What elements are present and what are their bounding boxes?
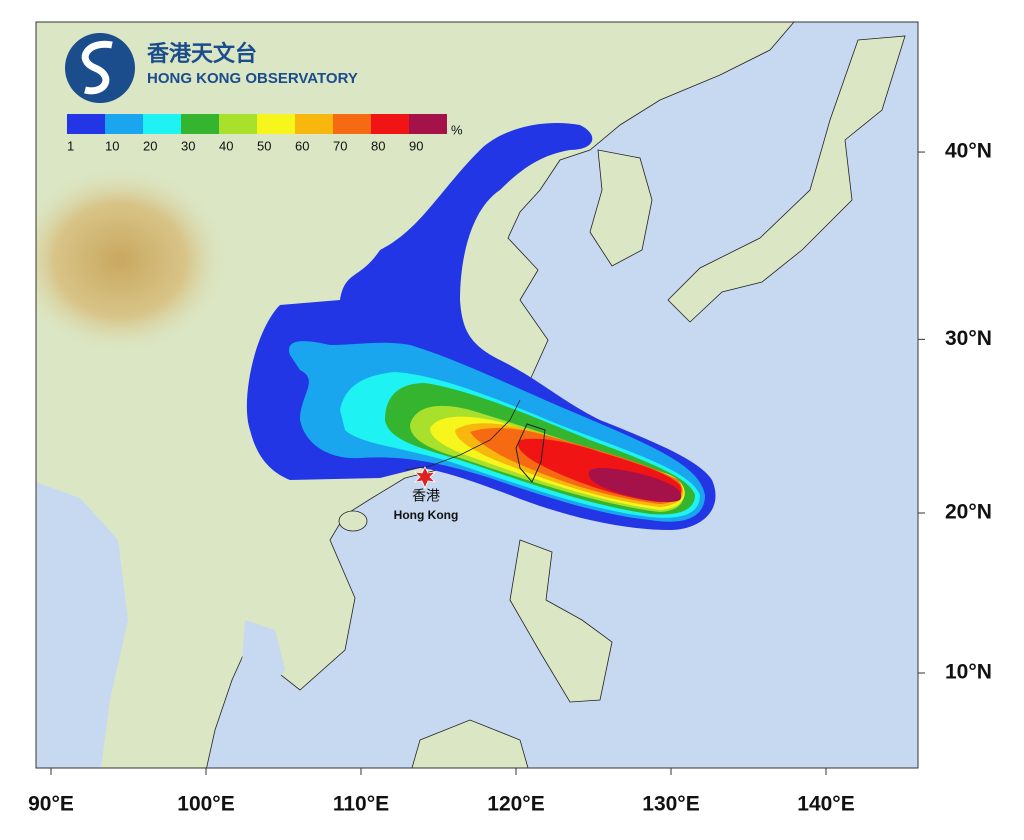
x-tick-label: 140°E: [797, 793, 854, 816]
legend-label: 40: [219, 138, 233, 153]
plateau: [36, 165, 230, 355]
swath-band: [588, 467, 682, 503]
philippines: [509, 539, 613, 703]
x-tick-label: 130°E: [642, 793, 699, 816]
legend-label: 1: [67, 138, 74, 153]
legend-label: 30: [181, 138, 195, 153]
legend-label: 70: [333, 138, 347, 153]
legend-label: 50: [257, 138, 271, 153]
logo: 香港天文台 HONG KONG OBSERVATORY: [65, 33, 358, 103]
x-tick-label: 110°E: [333, 793, 389, 816]
taiwan-outline: [515, 423, 546, 483]
y-tick-label: 30°N: [945, 327, 992, 350]
legend-swatch: [105, 114, 143, 134]
legend-swatch: [219, 114, 257, 134]
legend-label: 90: [409, 138, 423, 153]
legend-label: 60: [295, 138, 309, 153]
legend-swatch: [295, 114, 333, 134]
y-tick-label: 10°N: [945, 661, 992, 684]
y-tick-label: 40°N: [945, 140, 992, 163]
x-tick-label: 120°E: [487, 793, 544, 816]
x-tick-label: 90°E: [28, 793, 74, 816]
map-area: 香港 Hong Kong 香港天文台 HONG KONG OBSERVATORY…: [36, 22, 918, 768]
legend: 1 10 20 30 40 50 60 70 80 90%: [67, 114, 463, 153]
legend-swatch: [409, 114, 447, 134]
bay-of-bengal: [36, 482, 128, 768]
korea: [589, 149, 653, 267]
legend-swatch: [257, 114, 295, 134]
legend-label: 10: [105, 138, 119, 153]
map-frame: [35, 21, 919, 769]
marker-label-en: Hong Kong: [394, 508, 459, 522]
legend-label: 20: [143, 138, 157, 153]
legend-swatch: [181, 114, 219, 134]
logo-title-zh: 香港天文台: [147, 41, 257, 66]
x-tick-label: 100°E: [177, 793, 234, 816]
legend-unit: %: [451, 122, 463, 137]
probability-swath: [246, 122, 716, 531]
legend-swatch: [371, 114, 409, 134]
legend-swatch: [143, 114, 181, 134]
coastline: [404, 399, 521, 471]
hainan: [338, 510, 368, 532]
japan: [667, 35, 906, 323]
logo-swirl: [81, 40, 113, 95]
legend-swatch: [67, 114, 105, 134]
hong-kong-marker: [413, 466, 437, 490]
legend-swatch: [333, 114, 371, 134]
marker-label-zh: 香港: [412, 488, 440, 504]
borneo: [411, 719, 529, 768]
gulf-of-thailand: [240, 620, 285, 700]
y-tick-label: 20°N: [945, 501, 992, 524]
logo-title-en: HONG KONG OBSERVATORY: [147, 70, 358, 87]
legend-label: 80: [371, 138, 385, 153]
